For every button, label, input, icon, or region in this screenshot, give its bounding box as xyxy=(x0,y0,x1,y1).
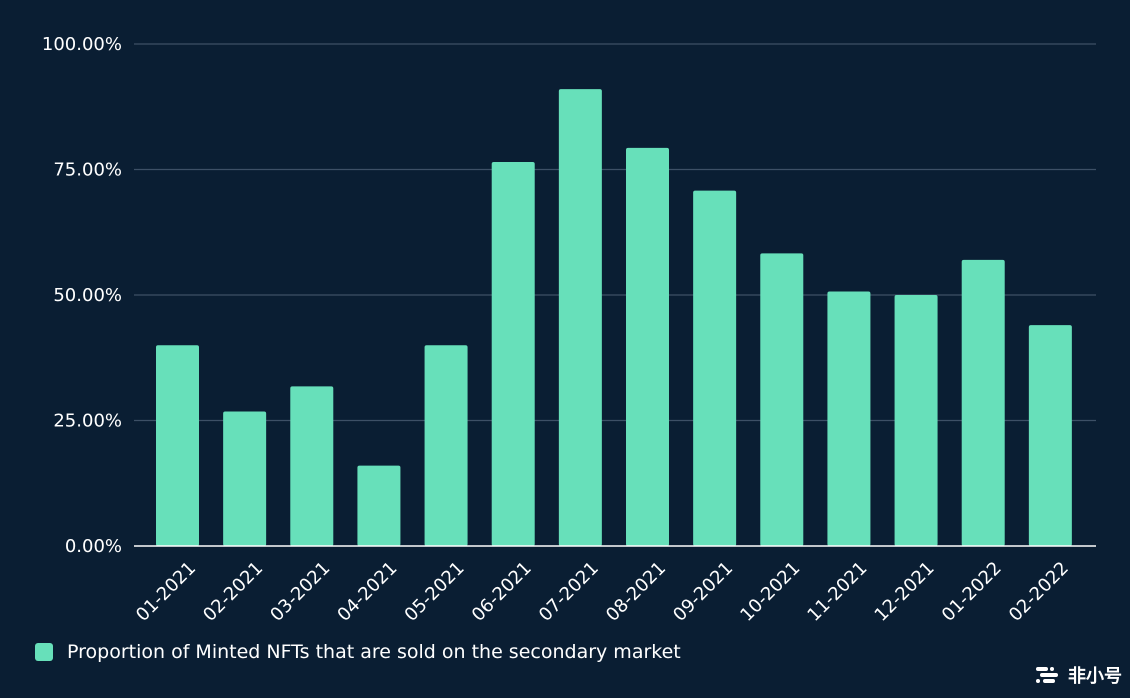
x-axis-ticks: 01-2021 02-2021 03-2021 04-2021 05-2021 06-20… xyxy=(132,558,1073,626)
x-tick-label: 06-2021 xyxy=(468,558,536,626)
x-tick-label: 01-2022 xyxy=(938,558,1006,626)
bar-05-2021[interactable] xyxy=(424,345,468,546)
bar-04-2021[interactable] xyxy=(357,465,401,546)
bar-03-2021[interactable] xyxy=(290,386,334,546)
bar-02-2022[interactable] xyxy=(1028,325,1072,546)
legend-label: Proportion of Minted NFTs that are sold … xyxy=(67,641,681,663)
bar-01-2022[interactable] xyxy=(961,259,1005,546)
bar-01-2021[interactable] xyxy=(156,345,199,546)
x-tick-label: 07-2021 xyxy=(535,558,603,626)
legend-swatch xyxy=(35,643,53,661)
y-axis-ticks: 0.00% 25.00% 50.00% 75.00% 100.00% xyxy=(42,34,122,557)
bar-06-2021[interactable] xyxy=(491,161,535,546)
watermark: 非小号 xyxy=(1034,662,1122,688)
x-tick-label: 08-2021 xyxy=(602,558,670,626)
legend: Proportion of Minted NFTs that are sold … xyxy=(35,641,681,663)
x-tick-label: 12-2021 xyxy=(871,558,939,626)
bar-08-2021[interactable] xyxy=(626,147,669,546)
x-tick-label: 04-2021 xyxy=(333,558,401,626)
bar-02-2021[interactable] xyxy=(223,411,267,546)
x-tick-label: 11-2021 xyxy=(803,558,871,626)
y-tick-label: 100.00% xyxy=(42,34,122,55)
x-tick-label: 10-2021 xyxy=(736,558,804,626)
y-tick-label: 0.00% xyxy=(65,536,122,557)
y-tick-label: 75.00% xyxy=(53,160,122,181)
bar-10-2021[interactable] xyxy=(760,253,804,547)
bar-12-2021[interactable] xyxy=(894,295,938,546)
x-tick-label: 01-2021 xyxy=(132,558,200,626)
y-tick-label: 50.00% xyxy=(53,285,122,306)
x-tick-label: 02-2021 xyxy=(199,558,267,626)
bar-09-2021[interactable] xyxy=(693,190,737,547)
x-tick-label: 05-2021 xyxy=(401,558,469,626)
x-tick-label: 02-2022 xyxy=(1005,558,1073,626)
watermark-text: 非小号 xyxy=(1068,666,1122,687)
x-tick-label: 03-2021 xyxy=(266,558,334,626)
bar-07-2021[interactable] xyxy=(558,89,602,547)
bar-11-2021[interactable] xyxy=(827,291,871,546)
x-tick-label: 09-2021 xyxy=(669,558,737,626)
y-tick-label: 25.00% xyxy=(53,411,122,432)
watermark-logo-icon xyxy=(1036,667,1058,683)
gridlines xyxy=(134,43,1096,422)
bars xyxy=(156,89,1072,547)
